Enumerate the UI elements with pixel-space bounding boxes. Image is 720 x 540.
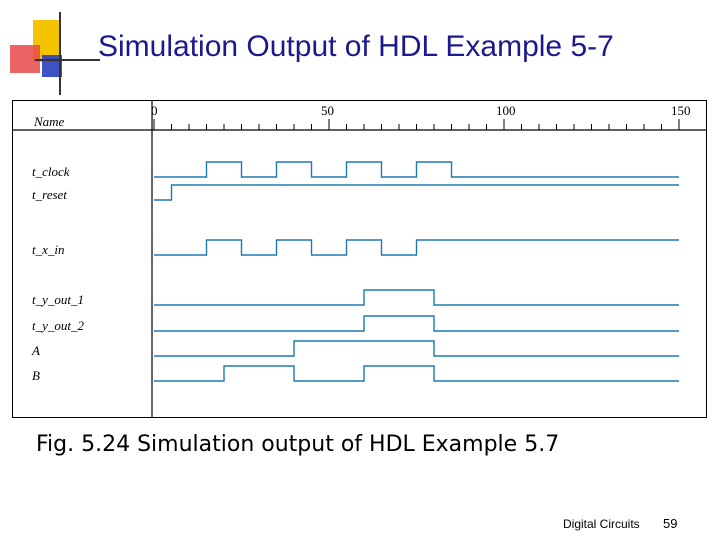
signal-name-a: A xyxy=(31,343,40,358)
waveform-t-y-out-2 xyxy=(154,315,679,332)
footer-course-name: Digital Circuits xyxy=(563,517,640,531)
waveform-t-clock xyxy=(154,161,679,178)
waveform-t-reset xyxy=(154,184,679,201)
figure-caption: Fig. 5.24 Simulation output of HDL Examp… xyxy=(36,432,560,457)
time-label: 100 xyxy=(496,103,516,118)
waveform-t-x-in xyxy=(154,239,679,256)
signal-name-t-clock: t_clock xyxy=(32,164,70,179)
signal-name-t-y-out-1: t_y_out_1 xyxy=(32,292,84,307)
waveform-a xyxy=(154,340,679,357)
time-label: 0 xyxy=(151,103,158,118)
signal-name-b: B xyxy=(32,368,40,383)
signal-name-t-x-in: t_x_in xyxy=(32,242,65,257)
waveform-t-y-out-1 xyxy=(154,289,679,306)
signal-name-t-y-out-2: t_y_out_2 xyxy=(32,318,84,333)
slide-title: Simulation Output of HDL Example 5-7 xyxy=(98,30,614,63)
name-column-header: Name xyxy=(33,114,65,129)
simulation-waveform: Name 0 50 100 150 t_clock t_reset t_x_in t_y_o… xyxy=(12,100,707,418)
logo-graphic xyxy=(10,12,100,95)
signal-name-t-reset: t_reset xyxy=(32,187,67,202)
waveform-b xyxy=(154,365,679,382)
time-label: 150 xyxy=(671,103,691,118)
page-number: 59 xyxy=(663,516,678,531)
time-label: 50 xyxy=(321,103,334,118)
